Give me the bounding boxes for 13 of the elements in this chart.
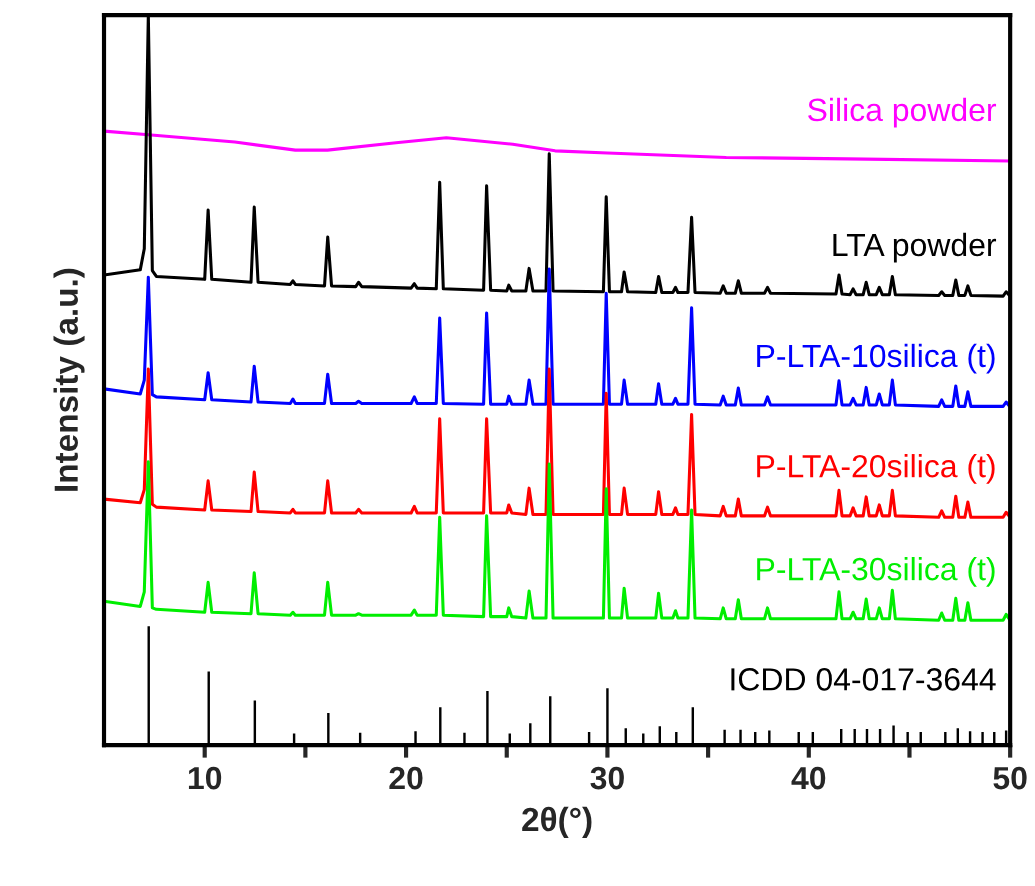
series-label: Silica powder xyxy=(808,97,997,128)
series-label: ICDD 04-017-3644 xyxy=(731,668,996,691)
x-axis-title: 2θ(°) xyxy=(522,806,592,838)
series-label: P-LTA-20silica (t) xyxy=(757,454,995,484)
series-label: P-LTA-10silica (t) xyxy=(757,343,995,374)
x-tick-label: 30 xyxy=(590,766,624,790)
series-label: P-LTA-30silica (t) xyxy=(757,556,995,587)
x-tick-label: 50 xyxy=(993,766,1027,790)
x-tick-label: 40 xyxy=(791,766,826,790)
x-tick-label: 10 xyxy=(188,766,222,790)
y-axis-title: Intensity (a.u.) xyxy=(53,268,85,491)
series-label: LTA powder xyxy=(833,232,997,263)
x-tick-label: 20 xyxy=(389,766,423,790)
